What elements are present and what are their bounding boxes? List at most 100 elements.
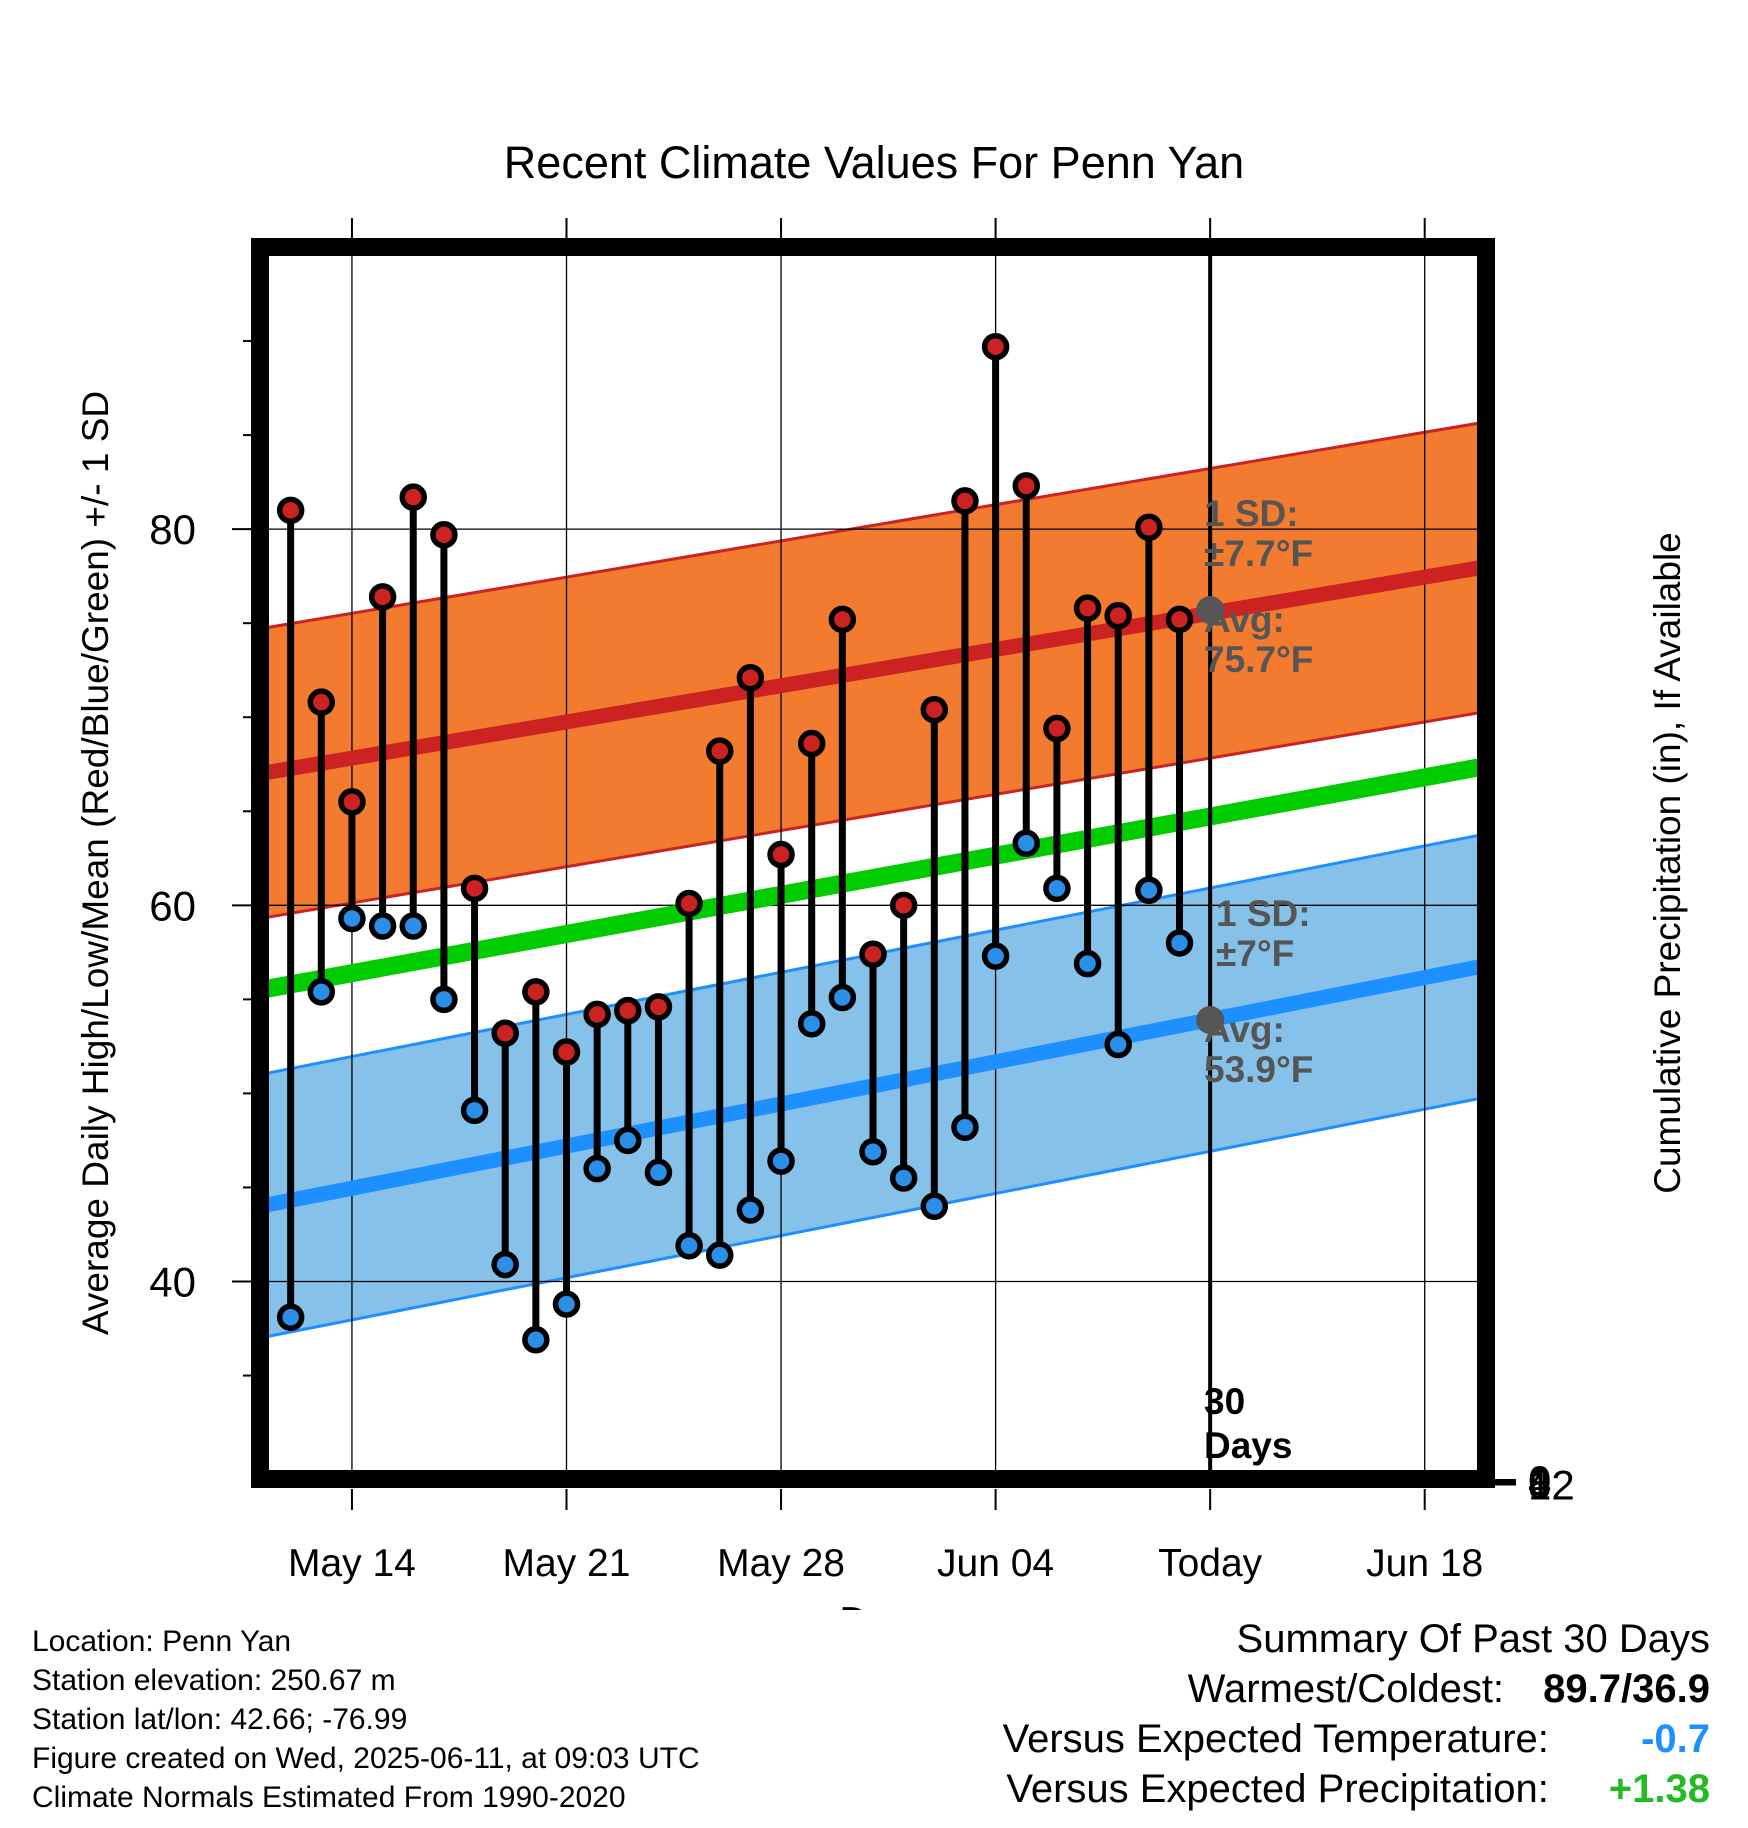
daily-low-point	[889, 1164, 918, 1192]
daily-low-point	[981, 942, 1010, 970]
daily-low-point	[1073, 949, 1102, 978]
daily-low-point	[399, 912, 427, 940]
daily-low-point	[1012, 829, 1040, 858]
daily-high-point	[1012, 472, 1040, 500]
daily-low-point	[368, 912, 397, 940]
plot-area	[260, 247, 1486, 1479]
daily-low-point	[1165, 929, 1194, 957]
created-text: Figure created on Wed, 2025-06-11, at 09…	[32, 1742, 700, 1775]
x-tick-label: Jun 18	[1366, 1542, 1483, 1585]
daily-low-point	[644, 1158, 673, 1187]
latlon-text: Station lat/lon: 42.66; -76.99	[32, 1703, 408, 1736]
daily-high-point	[1135, 513, 1163, 542]
daily-high-point	[460, 874, 489, 903]
daily-low-point	[583, 1154, 611, 1183]
y2-tick-label: 12	[1528, 1461, 1575, 1508]
daily-low-point	[1135, 876, 1163, 905]
high-sd-value: ±7.7°F	[1204, 533, 1313, 574]
low-sd-value: ±7°F	[1216, 933, 1294, 974]
daily-high-point	[399, 483, 427, 511]
mean-line	[260, 757, 1486, 999]
daily-high-point	[859, 940, 887, 968]
daily-low-point	[276, 1303, 305, 1331]
y2-tick-label: 4	[1528, 1458, 1551, 1505]
low-annotation: 1 SD: ±7°F Avg: 53.9°F	[1204, 893, 1313, 1090]
daily-low-point	[920, 1192, 949, 1221]
summary-temp-row: Versus Expected Temperature: -0.7	[1003, 1714, 1710, 1764]
daily-low-point	[460, 1096, 489, 1125]
daily-high-point	[920, 695, 949, 724]
daily-low-point	[767, 1147, 795, 1175]
daily-high-point	[706, 737, 734, 765]
daily-high-point	[767, 840, 795, 869]
plot-frame	[251, 238, 1495, 1488]
x-axis-label: Day	[839, 1600, 909, 1610]
x-tick-label: Today	[1158, 1542, 1263, 1585]
daily-low-point	[307, 978, 336, 1006]
daily-high-point	[644, 993, 673, 1021]
elevation-text: Station elevation: 250.67 m	[32, 1664, 396, 1697]
y-tick-label: 60	[149, 882, 196, 929]
x-tick-label: May 14	[288, 1542, 416, 1585]
x-axis: May 14 May 21 May 28 Jun 04 Today Jun 18	[288, 218, 1483, 1585]
daily-high-point	[1104, 601, 1132, 630]
x-tick-label: Jun 04	[937, 1542, 1054, 1585]
low-avg-value: 53.9°F	[1204, 1049, 1313, 1090]
high-sd-label: 1 SD:	[1204, 493, 1299, 534]
daily-range-bars	[276, 332, 1194, 1354]
y-axis-label: Average Daily High/Low/Mean (Red/Blue/Gr…	[75, 391, 116, 1335]
daily-high-point	[675, 889, 703, 918]
normals-text: Climate Normals Estimated From 1990-2020	[32, 1781, 626, 1814]
daily-low-point	[828, 983, 857, 1012]
high-average-line	[260, 559, 1486, 782]
daily-high-point	[368, 583, 397, 611]
daily-high-point	[889, 891, 918, 920]
temp-versus-value: -0.7	[1641, 1717, 1710, 1761]
daily-low-point	[951, 1113, 979, 1142]
daily-high-point	[1165, 605, 1194, 634]
daily-low-point	[338, 904, 366, 933]
x-tick-label: May 21	[503, 1542, 631, 1585]
daily-low-point	[614, 1126, 642, 1155]
x-tick-label: May 28	[717, 1542, 845, 1585]
daily-low-point	[491, 1250, 519, 1279]
high-avg-label: Avg:	[1204, 599, 1285, 640]
daily-low-point	[430, 985, 458, 1014]
summary-title: Summary Of Past 30 Days	[1236, 1617, 1710, 1661]
y-tick-label: 40	[149, 1259, 196, 1306]
daily-high-point	[797, 729, 826, 758]
daily-high-point	[981, 332, 1010, 361]
daily-high-point	[1043, 714, 1071, 743]
summary-warmest-row: Warmest/Coldest: 89.7/36.9	[1003, 1664, 1710, 1714]
today-low-average-marker	[1196, 1006, 1225, 1035]
daily-low-point	[1043, 874, 1071, 903]
daily-low-point	[706, 1241, 734, 1269]
daily-high-point	[276, 496, 305, 525]
low-sd-label: 1 SD:	[1216, 893, 1311, 934]
daily-high-point	[338, 788, 366, 816]
daily-low-point	[797, 1010, 826, 1038]
daily-high-point	[430, 521, 458, 549]
daily-low-point	[1104, 1030, 1132, 1059]
climate-chart: Recent Climate Values For Penn Yan 1 SD:…	[75, 137, 1688, 1610]
station-info: Location: Penn Yan Station elevation: 25…	[32, 1622, 700, 1817]
chart-title: Recent Climate Values For Penn Yan	[504, 137, 1244, 188]
location-text: Location: Penn Yan	[32, 1625, 292, 1658]
daily-low-point	[859, 1137, 887, 1166]
summary-precip-row: Versus Expected Precipitation: +1.38	[1003, 1764, 1710, 1814]
daily-high-point	[736, 663, 765, 692]
y2-axis-label: Cumulative Precipitation (in), If Availa…	[1647, 532, 1688, 1194]
today-high-average-marker	[1196, 596, 1225, 625]
y2-tick-label: 8	[1528, 1460, 1551, 1507]
daily-high-point	[583, 1000, 611, 1029]
today-marker-label: 30	[1204, 1381, 1245, 1422]
precip-versus-label: Versus Expected Precipitation:	[1006, 1767, 1549, 1811]
precip-versus-value: +1.38	[1608, 1767, 1710, 1811]
daily-high-point	[828, 605, 857, 634]
daily-high-point	[1073, 594, 1102, 622]
temp-versus-label: Versus Expected Temperature:	[1002, 1717, 1549, 1761]
y-tick-label: 80	[149, 506, 196, 553]
daily-high-point	[951, 487, 979, 515]
low-avg-label: Avg:	[1204, 1009, 1285, 1050]
